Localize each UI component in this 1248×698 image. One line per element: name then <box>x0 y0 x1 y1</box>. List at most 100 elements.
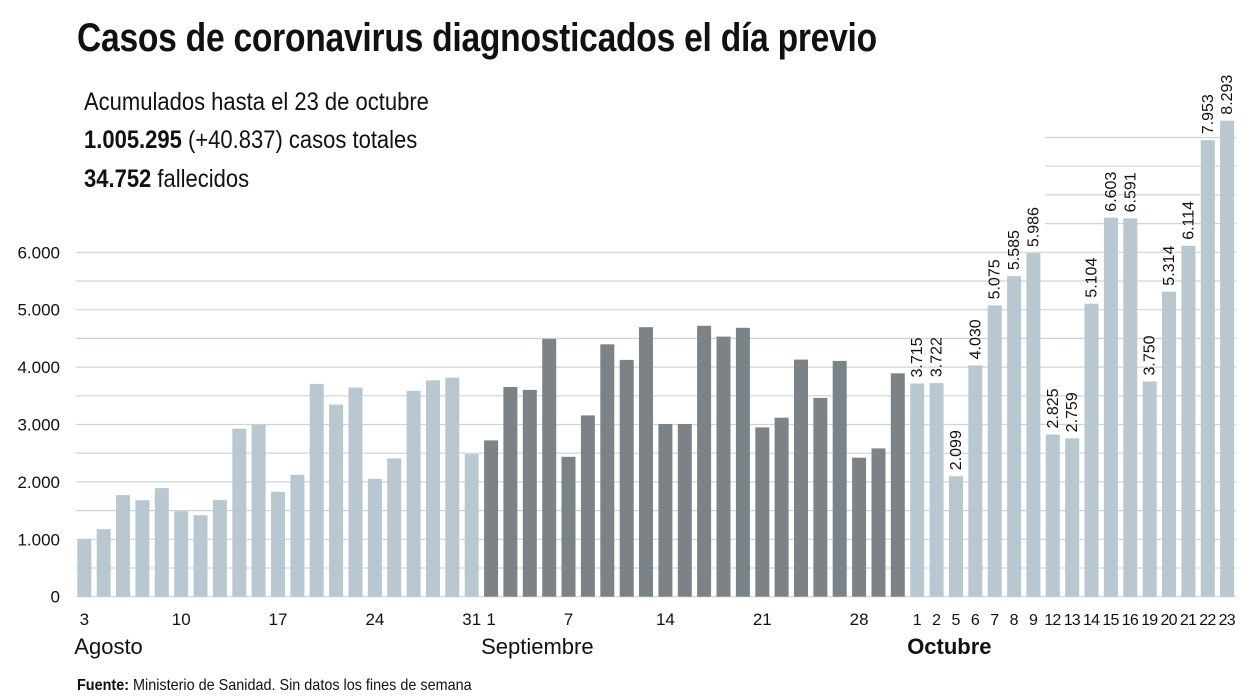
bar <box>1181 245 1196 597</box>
bar <box>600 344 615 597</box>
deaths-text: fallecidos <box>151 165 250 193</box>
x-tick-label: 23 <box>1219 612 1236 629</box>
x-tick-label: 13 <box>1064 612 1081 629</box>
x-tick-label: 16 <box>1122 612 1139 629</box>
x-tick-label: 21 <box>1180 612 1197 629</box>
bar <box>135 500 150 597</box>
bar <box>1084 303 1099 597</box>
bar <box>484 440 499 597</box>
y-tick-label: 0 <box>51 588 60 607</box>
bar <box>1123 218 1138 597</box>
x-tick-label: 3 <box>80 610 89 629</box>
value-label: 5.075 <box>987 259 1004 299</box>
deaths-value: 34.752 <box>84 165 152 193</box>
value-label: 3.715 <box>909 337 926 377</box>
y-tick-label: 2.000 <box>17 473 60 492</box>
total-cases-value: 1.005.295 <box>84 126 182 154</box>
bar <box>580 415 595 597</box>
bar <box>658 424 673 597</box>
subtitle: Acumulados hasta el 23 de octubre <box>84 88 429 116</box>
bar <box>813 398 828 597</box>
x-tick-label: 5 <box>952 612 961 629</box>
x-tick-label: 22 <box>1199 612 1216 629</box>
bar <box>735 327 750 597</box>
x-tick-label: 12 <box>1044 612 1061 629</box>
bar <box>464 454 479 597</box>
bar <box>154 488 169 597</box>
value-label: 6.114 <box>1180 201 1197 240</box>
bar <box>774 417 789 597</box>
value-label: 7.953 <box>1200 94 1217 134</box>
x-tick-label: 14 <box>1083 612 1100 629</box>
bar <box>1142 381 1157 597</box>
bar <box>987 305 1002 597</box>
y-tick-label: 3.000 <box>17 416 60 435</box>
bar <box>832 360 847 597</box>
x-tick-label: 8 <box>1010 612 1019 629</box>
value-label: 6.591 <box>1122 172 1139 212</box>
chart-title: Casos de coronavirus diagnosticados el d… <box>77 16 877 60</box>
month-label: Agosto <box>74 634 143 659</box>
bar <box>290 474 305 597</box>
bar <box>309 383 324 597</box>
bar <box>232 428 247 597</box>
bar <box>890 373 905 597</box>
x-tick-label: 14 <box>656 610 675 629</box>
bar <box>542 338 557 597</box>
bar <box>697 325 712 597</box>
bar <box>96 529 111 597</box>
x-tick-label: 6 <box>971 612 980 629</box>
bar <box>968 365 983 597</box>
x-tick-label: 7 <box>564 610 573 629</box>
bar <box>852 457 867 597</box>
month-label: Octubre <box>907 634 991 659</box>
bar <box>1065 438 1080 597</box>
bar <box>1200 140 1215 597</box>
source-label: Fuente: <box>77 677 130 694</box>
bar <box>367 478 382 597</box>
bar <box>755 427 770 597</box>
bar <box>406 390 421 597</box>
x-tick-label: 15 <box>1102 612 1119 629</box>
bar <box>193 515 208 597</box>
bar <box>929 383 944 597</box>
deaths: 34.752 fallecidos <box>84 165 249 194</box>
bar <box>1220 120 1235 597</box>
x-tick-label: 19 <box>1141 612 1158 629</box>
value-label: 8.293 <box>1219 75 1236 115</box>
x-tick-label: 10 <box>172 610 191 629</box>
x-tick-label: 1 <box>486 610 495 629</box>
bar <box>271 491 285 597</box>
x-tick-label: 28 <box>850 610 869 629</box>
bars <box>77 120 1235 597</box>
bar <box>716 336 731 597</box>
value-label: 5.104 <box>1084 258 1101 298</box>
y-axis: 0 1.000 2.000 3.000 4.000 5.000 6.000 <box>17 243 60 606</box>
bar <box>561 456 576 597</box>
gridlines <box>76 136 1236 598</box>
bar <box>1162 291 1176 597</box>
bar <box>251 424 266 597</box>
value-label: 5.314 <box>1161 246 1178 286</box>
bar <box>77 539 92 597</box>
bar <box>212 499 227 597</box>
bar <box>1045 434 1060 597</box>
bar <box>910 383 925 597</box>
x-tick-label: 9 <box>1029 612 1038 629</box>
value-label: 3.722 <box>929 337 946 377</box>
bar <box>503 387 518 597</box>
x-tick-label: 31 <box>462 610 481 629</box>
bar <box>426 380 440 597</box>
bar <box>445 377 460 597</box>
bar <box>794 359 808 597</box>
bar <box>522 389 537 597</box>
value-label: 5.585 <box>1006 230 1023 270</box>
x-tick-label: 17 <box>269 610 288 629</box>
value-label: 6.603 <box>1103 172 1120 212</box>
bar <box>1026 253 1041 597</box>
bar <box>116 495 130 597</box>
month-label: Septiembre <box>481 634 594 659</box>
